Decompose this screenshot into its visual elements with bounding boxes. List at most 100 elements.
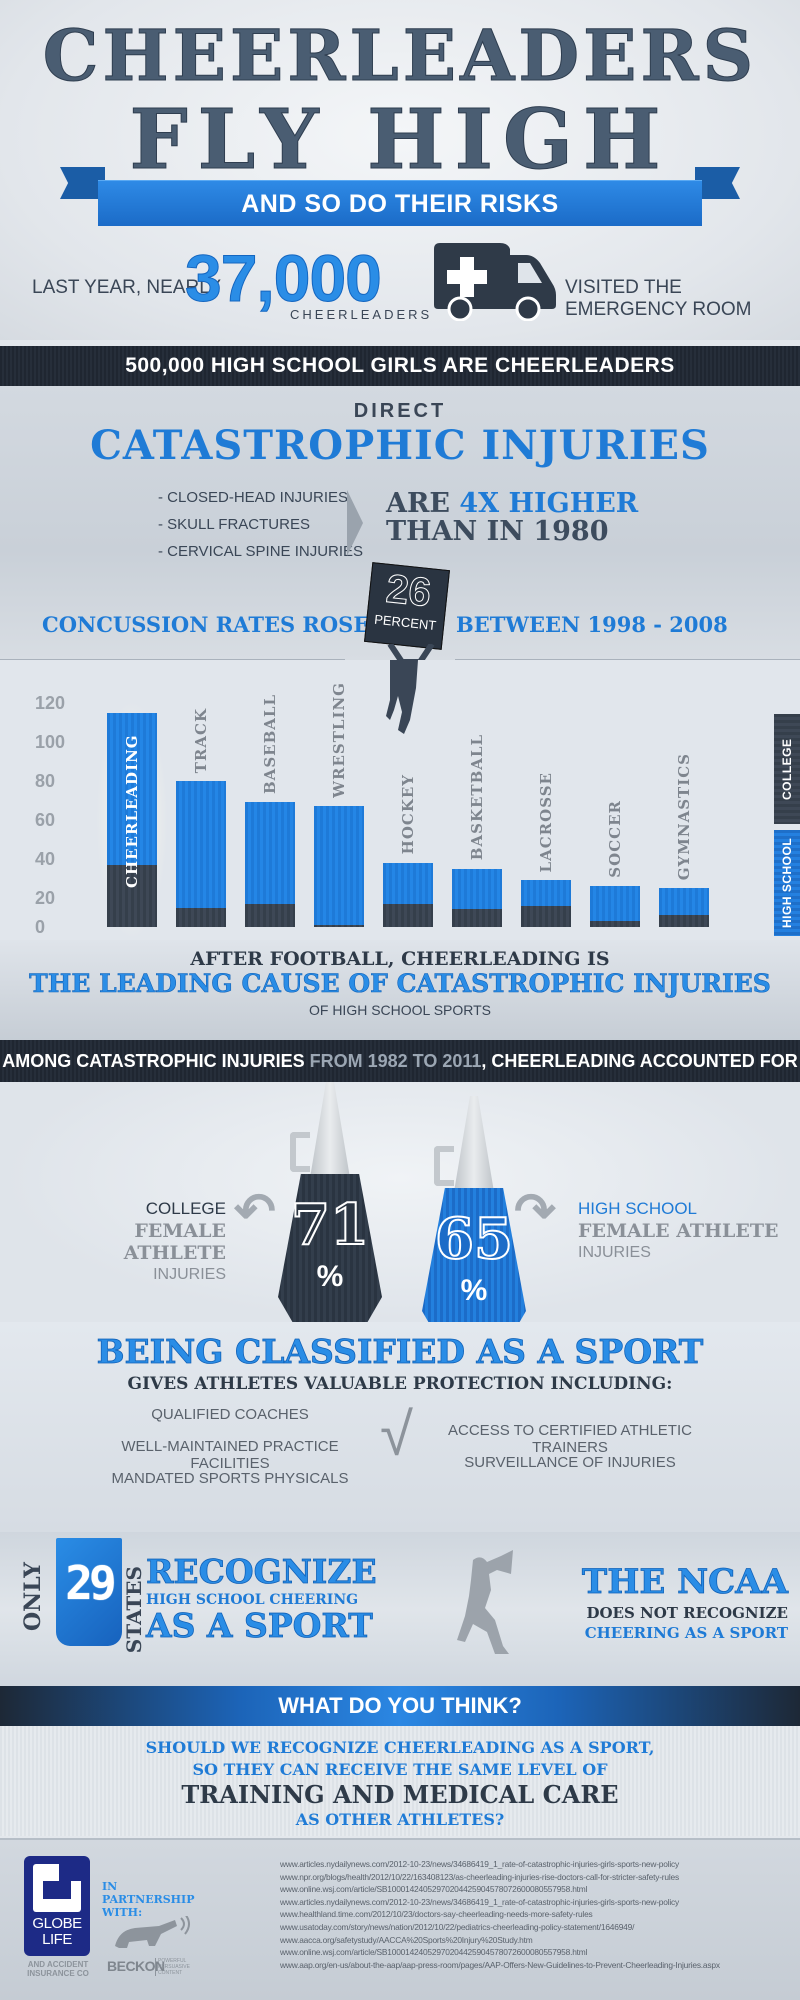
bar-hockey (383, 862, 433, 927)
y-tick: 120 (35, 693, 66, 713)
source-link[interactable]: www.online.wsj.com/article/SB10001424052… (280, 1947, 588, 1958)
classified-subtitle: GIVES ATHLETES VALUABLE PROTECTION INCLU… (127, 1374, 673, 1394)
bar-segment-college (383, 903, 433, 927)
banner-high-school-girls: 500,000 HIGH SCHOOL GIRLS ARE CHEERLEADE… (0, 346, 800, 386)
bar-label: TRACK (192, 707, 210, 773)
stat-suffix: VISITED THE EMERGENCY ROOM (565, 277, 752, 320)
classified-title: BEING CLASSIFIED AS A SPORT (96, 1332, 704, 1372)
banner-what-do-you-think: WHAT DO YOU THINK? (0, 1686, 800, 1726)
megaphone-high-school: 65 % (422, 1096, 526, 1346)
megaphone-mouth (310, 1082, 350, 1178)
injury-item: - CLOSED-HEAD INJURIES (158, 489, 349, 506)
source-link[interactable]: www.online.wsj.com/article/SB10001424052… (280, 1884, 588, 1895)
bar-label: SOCCER (606, 800, 624, 879)
leading-line2: THE LEADING CAUSE OF CATASTROPHIC INJURI… (29, 969, 771, 999)
only-label: ONLY (20, 1562, 46, 1632)
source-link[interactable]: www.npr.org/blogs/health/2012/10/22/1634… (280, 1871, 679, 1882)
concussion-left-text: CONCUSSION RATES ROSE (42, 612, 370, 637)
beckon-logo-icon (115, 1916, 190, 1948)
globe-life-mark-icon (33, 1864, 81, 1912)
source-link[interactable]: www.usatoday.com/story/news/nation/2012/… (280, 1921, 635, 1932)
y-tick: 40 (35, 849, 56, 869)
source-link[interactable]: www.healthland.time.com/2012/10/23/docto… (280, 1909, 593, 1920)
bar-segment-college (176, 907, 226, 927)
megaphone-college: 71 % (278, 1082, 382, 1332)
megaphone-stats: COLLEGE FEMALE ATHLETE INJURIES ↶ 71 % 6… (0, 1082, 800, 1338)
legend-high-school: HIGH SCHOOL (774, 830, 800, 936)
globe-life-logo: GLOBE LIFE (24, 1856, 90, 1956)
injury-bar-chart: 120 100 80 60 40 20 0 CHEERLEADING TRACK B… (0, 660, 800, 940)
subtitle-ribbon: AND SO DO THEIR RISKS (98, 180, 702, 226)
stat-unit: CHEERLEADERS (290, 307, 433, 322)
globe-name-1: GLOBE (32, 1915, 82, 1932)
band2-years: FROM 1982 TO 2011 (309, 1051, 482, 1071)
footer: GLOBE LIFE AND ACCIDENT INSURANCE CO IN … (0, 1838, 800, 2000)
catastrophic-title: CATASTROPHIC INJURIES (90, 422, 710, 469)
higher-prefix: ARE (386, 488, 460, 519)
bar-segment-high-school (383, 862, 433, 904)
higher-line2: THAN IN 1980 (386, 516, 609, 547)
percent-sign-board: 26 PERCENT (364, 562, 450, 650)
title-line-1: CHEERLEADERS (42, 14, 758, 98)
source-link[interactable]: www.aacca.org/safetystudy/AACCA%20Sports… (280, 1934, 533, 1945)
states-recognition-section: ONLY 29 STATES RECOGNIZE HIGH SCHOOL CHE… (0, 1532, 800, 1687)
direct-label: DIRECT (353, 400, 447, 422)
question-line2: SO THEY CAN RECEIVE THE SAME LEVEL OF (192, 1760, 608, 1779)
bar-soccer (590, 886, 640, 927)
banner-among-injuries: AMONG CATASTROPHIC INJURIES FROM 1982 TO… (0, 1040, 800, 1082)
high-school-label-3: INJURIES (578, 1244, 651, 1261)
checkmark-icon: √ (380, 1401, 413, 1468)
source-link[interactable]: www.articles.nydailynews.com/2012-10-23/… (280, 1859, 680, 1869)
college-label-1: COLLEGE (145, 1199, 226, 1218)
college-label: COLLEGE FEMALE ATHLETE INJURIES (30, 1198, 226, 1286)
bar-track (176, 780, 226, 927)
high-school-label: HIGH SCHOOL FEMALE ATHLETE INJURIES (578, 1198, 788, 1264)
ncaa-line2: DOES NOT RECOGNIZE (586, 1604, 788, 1622)
y-tick: 60 (35, 810, 56, 830)
megaphone-handle (290, 1132, 310, 1172)
y-tick: 0 (35, 917, 46, 937)
globe-life-name: GLOBE LIFE (24, 1916, 90, 1948)
band2-part3: , CHEERLEADING ACCOUNTED FOR (481, 1051, 798, 1071)
sign-number: 26 (384, 566, 434, 616)
bar-segment-college (245, 903, 295, 927)
source-link[interactable]: www.articles.nydailynews.com/2012-10-23/… (280, 1896, 680, 1907)
bar-segment-college (521, 905, 571, 927)
classified-as-sport-section: BEING CLASSIFIED AS A SPORT GIVES ATHLET… (0, 1322, 800, 1532)
bar-segment-college (659, 915, 709, 927)
leading-cause-section: AFTER FOOTBALL, CHEERLEADING IS THE LEAD… (0, 940, 800, 1040)
higher-highlight: 4X HIGHER (459, 488, 639, 519)
hero-section: CHEERLEADERS FLY HIGH AND SO DO THEIR RI… (0, 0, 800, 340)
ncaa-line3: CHEERING AS A SPORT (584, 1624, 788, 1642)
leading-line1: AFTER FOOTBALL, CHEERLEADING IS (190, 948, 610, 970)
bar-segment-high-school (659, 888, 709, 916)
bar-label: GYMNASTICS (675, 752, 693, 880)
injury-item: - CERVICAL SPINE INJURIES (158, 543, 364, 560)
beckon-wordmark: BECKON (107, 1958, 165, 1974)
bar-gymnastics (659, 888, 709, 927)
benefit-item: WELL-MAINTAINED PRACTICE FACILITIES (121, 1438, 339, 1472)
college-label-2: FEMALE ATHLETE (123, 1220, 226, 1264)
scoreboard-box: 29 (56, 1538, 122, 1646)
megaphone-mouth (454, 1096, 494, 1192)
bar-lacrosse (521, 880, 571, 927)
bar-label: BASKETBALL (468, 734, 486, 861)
bar-baseball (245, 802, 295, 927)
question-section: SHOULD WE RECOGNIZE CHEERLEADING AS A SP… (0, 1726, 800, 1836)
cheerleader-megaphone-icon (457, 1550, 513, 1654)
globe-name-2: LIFE (42, 1931, 72, 1948)
question-line4: AS OTHER ATHLETES? (295, 1810, 505, 1829)
injury-list: - CLOSED-HEAD INJURIES - SKULL FRACTURES… (158, 484, 363, 565)
title-line-2: FLY HIGH (129, 92, 671, 189)
source-link[interactable]: www.aap.org/en-us/about-the-aap/aap-pres… (280, 1959, 720, 1970)
legend-college: COLLEGE (774, 714, 800, 824)
bar-segment-high-school (452, 868, 502, 910)
beckon-tagline: POWERFUL PERSUASIVE CONTENT (155, 1958, 190, 1976)
concussion-right-text: BETWEEN 1998 - 2008 (456, 612, 728, 637)
bar-label: CHEERLEADING (123, 734, 141, 888)
bar-segment-high-school (314, 806, 364, 926)
question-line3: TRAINING AND MEDICAL CARE (181, 1780, 619, 1809)
globe-life-subtitle: AND ACCIDENT INSURANCE CO (27, 1960, 89, 1978)
bar-segment-high-school (245, 802, 295, 904)
megaphone-handle (434, 1146, 454, 1186)
